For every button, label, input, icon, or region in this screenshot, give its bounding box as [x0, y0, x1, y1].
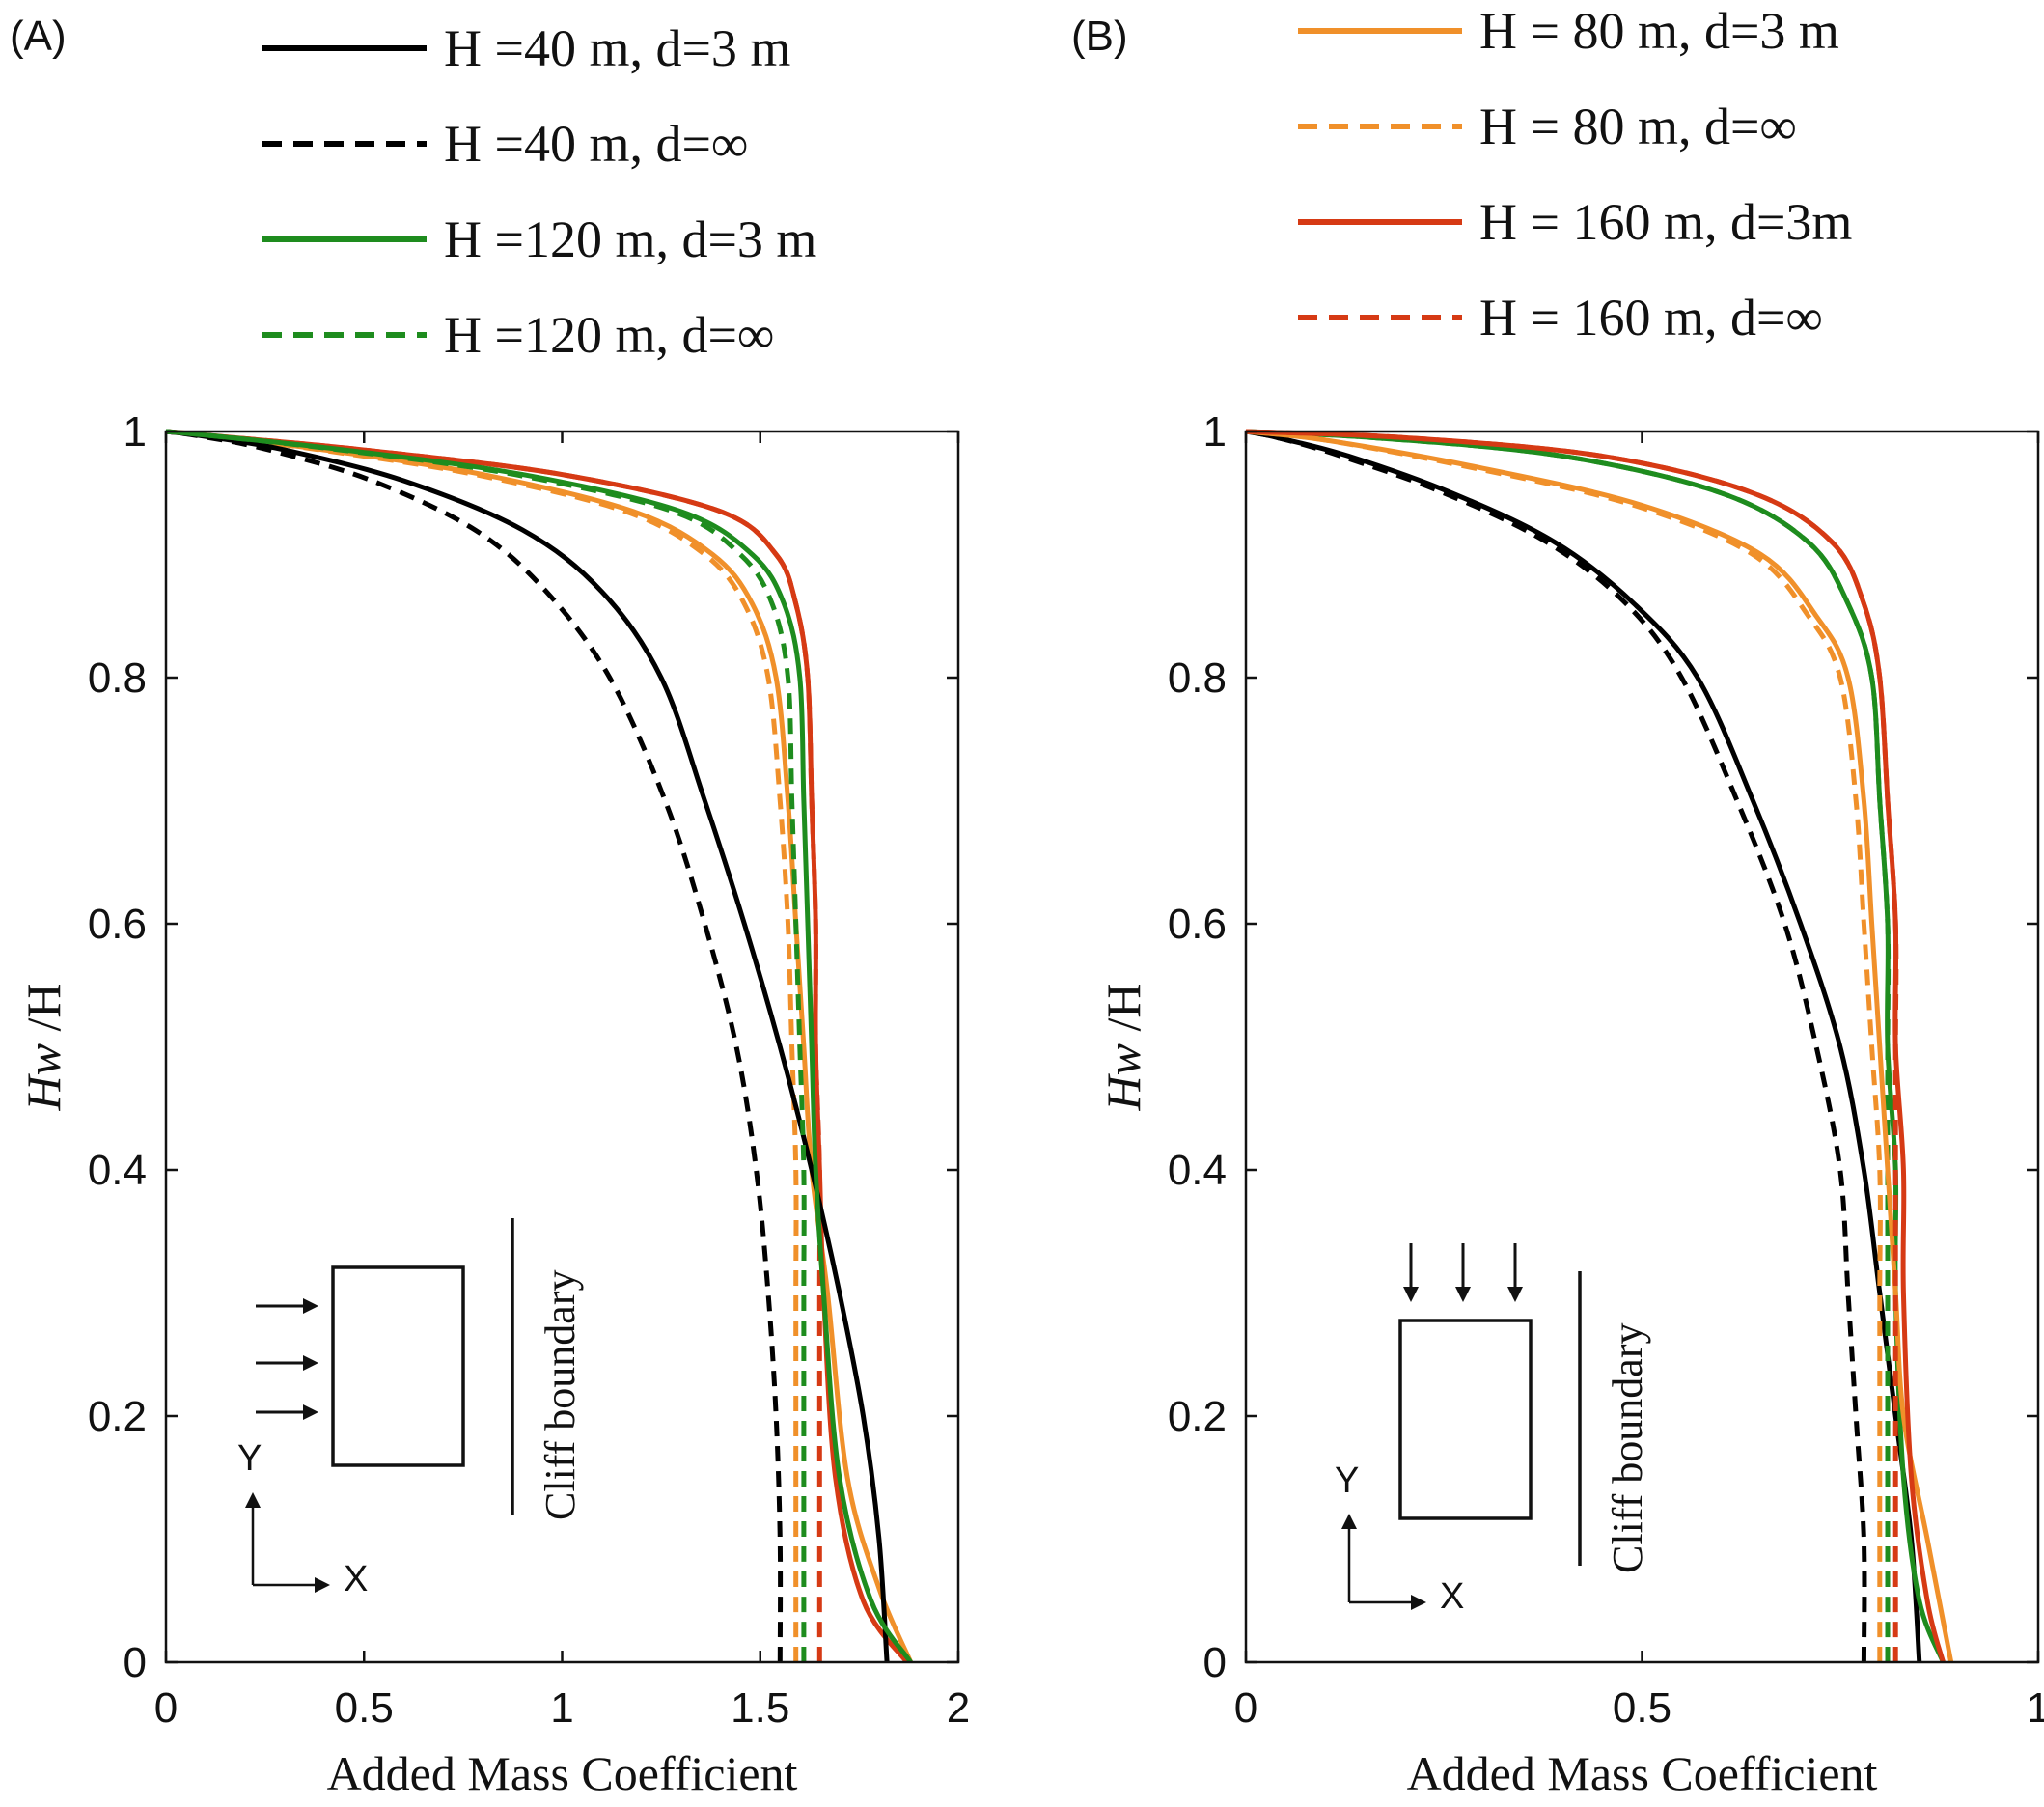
x-axis-label: Added Mass Coefficient: [327, 1746, 798, 1800]
structure-rect: [331, 1265, 465, 1467]
y-axis-label: Hw /H: [1096, 984, 1150, 1112]
legend-label-left-1: H =40 m, d=∞: [444, 115, 748, 173]
panel-b: (B) 0 0.5 1 0 0.2 0.4 0.6 0.8 1 Added Mass Coeffic…: [1071, 13, 2044, 1800]
structure-rect: [1398, 1319, 1533, 1520]
y-tick-label: 0.2: [88, 1393, 147, 1440]
y-tick-label: 0: [1203, 1639, 1227, 1686]
series-line-0: [1246, 429, 1954, 1662]
y-axis-label-main: Hw: [1096, 1043, 1150, 1111]
legend-label-left-2: H =120 m, d=3 m: [444, 210, 816, 268]
x-tick-label: 1.5: [731, 1684, 789, 1732]
load-arrow-head: [303, 1355, 318, 1371]
curves: [166, 429, 914, 1662]
inset-x-arrowhead: [1411, 1595, 1426, 1610]
curves: [1246, 429, 1954, 1662]
inset-y-arrowhead: [1341, 1514, 1357, 1529]
series-line-3: [1246, 429, 1899, 1662]
panel-label: (A): [10, 13, 67, 60]
x-tick-label: 0: [154, 1684, 178, 1732]
x-axis-label: Added Mass Coefficient: [1407, 1746, 1878, 1800]
inset-x-arrowhead: [315, 1577, 330, 1593]
y-axis-label: Hw /H: [16, 984, 70, 1112]
legend-label-left-0: H =40 m, d=3 m: [444, 19, 790, 77]
y-axis-label-suffix: /H: [16, 984, 70, 1044]
legend-label-left-3: H =120 m, d=∞: [444, 306, 774, 364]
y-tick-label: 0.4: [88, 1147, 147, 1194]
series-line-1: [166, 429, 784, 1662]
load-arrow-head: [303, 1404, 318, 1420]
legend-label-right-0: H = 80 m, d=3 m: [1479, 2, 1839, 60]
x-tick-label: 0: [1234, 1684, 1257, 1732]
overlay-series-line-1: [166, 429, 799, 1662]
load-arrow-head: [1507, 1287, 1523, 1302]
inset-diagram: Cliff boundary Y X: [237, 1218, 584, 1599]
y-tick-label: 0.4: [1168, 1147, 1227, 1194]
load-arrow-head: [1403, 1287, 1419, 1302]
legend-label-right-2: H = 160 m, d=3m: [1479, 193, 1852, 251]
cliff-boundary-label: Cliff boundary: [1604, 1323, 1651, 1574]
legend: H =40 m, d=3 m H =40 m, d=∞ H =120 m, d=3 …: [262, 2, 1852, 364]
overlay-series-line-3: [166, 429, 823, 1662]
load-arrow-head: [303, 1298, 318, 1314]
inset-y-label: Y: [237, 1438, 262, 1479]
overlay-series-line-0: [1246, 429, 1922, 1662]
y-tick-label: 0.6: [1168, 901, 1227, 948]
y-tick-label: 1: [1203, 408, 1227, 456]
y-tick-label: 0.2: [1168, 1393, 1227, 1440]
inset-diagram: Cliff boundary Y X: [1335, 1243, 1651, 1617]
y-tick-label: 0.8: [88, 654, 147, 702]
inset-y-arrowhead: [245, 1492, 261, 1508]
legend-label-right-1: H = 80 m, d=∞: [1479, 97, 1797, 155]
series-line-1: [1246, 429, 1883, 1662]
y-tick-label: 0.8: [1168, 654, 1227, 702]
x-tick-label: 2: [947, 1684, 970, 1732]
x-tick-label: 0.5: [1613, 1684, 1671, 1732]
y-tick-label: 0.6: [88, 901, 147, 948]
inset-y-label: Y: [1335, 1460, 1359, 1501]
series-line-0: [166, 429, 890, 1662]
y-tick-label: 0: [124, 1639, 147, 1686]
y-axis-label-suffix: /H: [1096, 984, 1150, 1044]
inset-x-label: X: [1440, 1576, 1464, 1617]
y-axis-label-main: Hw: [16, 1043, 70, 1111]
x-tick-label: 0.5: [335, 1684, 394, 1732]
cliff-boundary-label: Cliff boundary: [537, 1270, 584, 1521]
overlay-series-line-0: [166, 429, 914, 1662]
overlay-series-line-3: [1246, 429, 1892, 1662]
overlay-series-line-1: [1246, 429, 1867, 1662]
x-tick-label: 1: [2027, 1684, 2044, 1732]
legend-label-right-3: H = 160 m, d=∞: [1479, 289, 1823, 347]
y-tick-label: 1: [124, 408, 147, 456]
inset-x-label: X: [344, 1559, 368, 1599]
panel-a: (A) 0 0.5 1 1.5 2 0 0.2 0.4 0.6 0.8 1 Added Mass Coe…: [10, 13, 970, 1800]
panel-label: (B): [1071, 13, 1128, 60]
x-tick-label: 1: [550, 1684, 573, 1732]
load-arrow-head: [1455, 1287, 1471, 1302]
series-line-3: [166, 429, 807, 1662]
